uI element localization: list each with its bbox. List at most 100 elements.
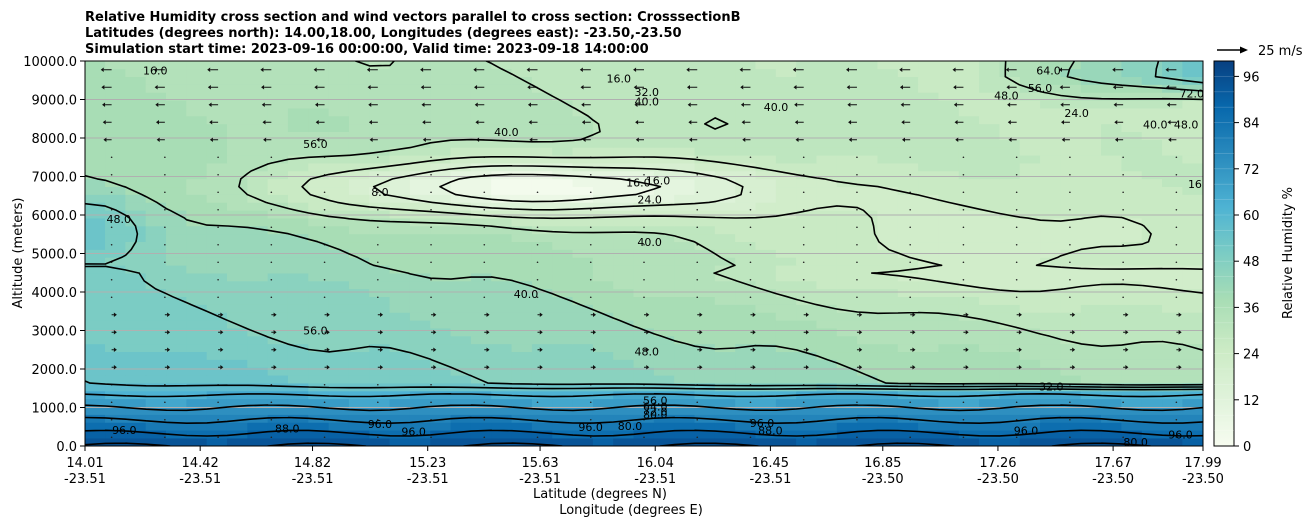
fill-cell [145,68,167,78]
wind-vector-head [220,347,224,352]
fill-cell [1060,68,1082,78]
fill-cell [897,288,919,298]
fill-cell [206,327,228,337]
fill-cell [409,84,431,93]
fill-cell [775,312,797,321]
fill-cell [979,233,1001,243]
fill-cell [674,335,696,345]
wind-vector [483,296,486,299]
wind-vector [643,401,645,404]
fill-cell [267,217,289,227]
fill-cell [958,154,980,164]
fill-cell [1101,92,1122,101]
wind-vector-head [1168,137,1172,142]
fill-cell [470,217,492,227]
fill-cell [1182,170,1203,180]
fill-cell [755,351,777,360]
fill-cell [857,351,879,360]
fill-cell [85,335,106,345]
wind-vector [696,173,699,176]
wind-vector [802,401,805,404]
fill-cell [1019,123,1041,133]
wind-vector [749,208,752,211]
fill-cell [979,343,1001,353]
fill-cell [796,319,818,329]
fill-cell [735,186,757,195]
wind-vector [323,191,326,194]
fill-cell [836,257,858,266]
fill-cell [531,367,553,376]
fill-cell [979,107,1001,117]
fill-cell [470,123,492,133]
fill-cell [572,61,594,70]
fill-cell [755,225,777,235]
fill-cell [1121,186,1143,195]
fill-cell [206,178,228,188]
fill-cell [369,367,391,376]
wind-vector [164,436,166,439]
fill-cell [186,288,208,298]
contour-label: 56.0 [303,325,328,338]
contour-label: 40.0 [1143,119,1168,132]
fill-cell [572,194,594,203]
fill-cell [226,359,248,368]
fill-cell [145,139,167,148]
fill-cell [836,131,858,140]
fill-cell [836,351,858,360]
fill-cell [694,319,716,329]
fill-cell [877,272,899,282]
fill-cell [613,312,635,321]
fill-cell [409,123,431,133]
wind-vector-head [699,330,703,335]
fill-cell [409,257,431,266]
colorbar-tick-label: 96 [1243,70,1260,85]
fill-cell [877,241,899,250]
wind-vector-head [326,347,330,352]
fill-cell [369,429,391,439]
fill-cell [796,147,818,156]
fill-cell [836,327,858,337]
fill-cell [999,123,1021,133]
fill-cell [694,99,716,109]
fill-cell [653,406,675,415]
wind-vector-head [965,330,969,335]
fill-cell [552,61,574,70]
fill-cell [674,217,696,227]
fill-cell [186,154,208,164]
fill-cell [633,194,655,203]
wind-vector-head [593,347,597,352]
wind-vector [270,208,273,211]
fill-cell [1060,209,1082,219]
fill-cell [592,422,614,431]
fill-cell [1121,162,1143,172]
fill-cell [85,312,106,321]
wind-vector-head [422,137,426,142]
fill-cell [389,437,411,446]
fill-cell [206,99,228,109]
fill-cell [1040,374,1062,384]
wind-vector [430,173,432,176]
wind-vector-head [752,347,756,352]
wind-vector-head [1059,85,1063,90]
fill-cell [816,186,838,195]
fill-cell [572,351,594,360]
y-tick-label: 1000.0 [32,402,78,417]
fill-cell [1060,422,1082,431]
fill-cell [369,178,391,188]
wind-vector [270,436,273,439]
fill-cell [999,422,1021,431]
fill-cell [125,209,147,219]
x-tick-label-lat: 16.85 [864,456,901,471]
fill-cell [958,296,980,305]
y-tick-label: 9000.0 [32,94,78,109]
fill-cell [816,272,838,282]
fill-cell [877,398,899,408]
fill-cell [938,327,960,337]
fill-cell [653,241,675,250]
fill-cell [287,186,309,195]
wind-vector [802,261,805,264]
fill-cell [979,209,1001,219]
fill-cell [816,115,838,125]
fill-cell [85,154,106,164]
fill-cell [105,162,126,172]
